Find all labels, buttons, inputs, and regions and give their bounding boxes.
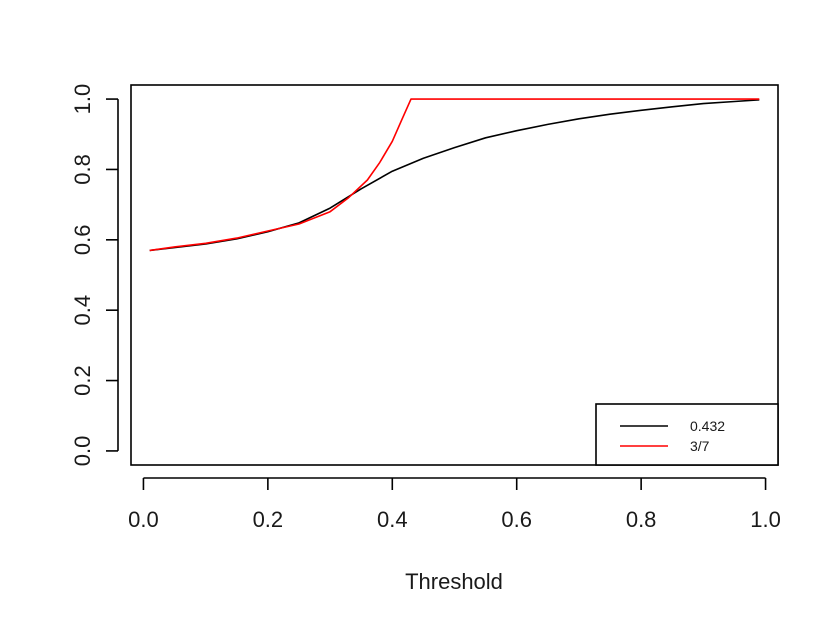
x-tick-label: 1.0 [750,507,781,532]
y-tick-label: 1.0 [70,84,95,115]
y-tick-label: 0.0 [70,436,95,467]
y-tick-label: 0.4 [70,295,95,326]
plot-frame [130,84,779,466]
series-layer [149,98,760,252]
legend-label: 3/7 [690,438,710,454]
x-tick-label: 0.0 [128,507,159,532]
series-line-2 [149,98,760,252]
series-line-1 [149,99,760,252]
x-tick-label: 0.8 [626,507,657,532]
x-tick-label: 0.4 [377,507,408,532]
legend-box [595,403,779,466]
y-tick-label: 0.8 [70,154,95,185]
x-tick-label: 0.2 [253,507,284,532]
y-axis: 0.0 0.2 0.4 0.6 0.8 1.0 [70,84,119,467]
y-tick-label: 0.6 [70,225,95,256]
legend-label: 0.432 [690,418,725,434]
y-tick-label: 0.2 [70,365,95,396]
legend: 0.432 3/7 [595,403,779,466]
x-axis: 0.0 0.2 0.4 0.6 0.8 1.0 [128,477,781,532]
x-axis-title: Threshold [405,569,503,594]
x-tick-label: 0.6 [501,507,532,532]
